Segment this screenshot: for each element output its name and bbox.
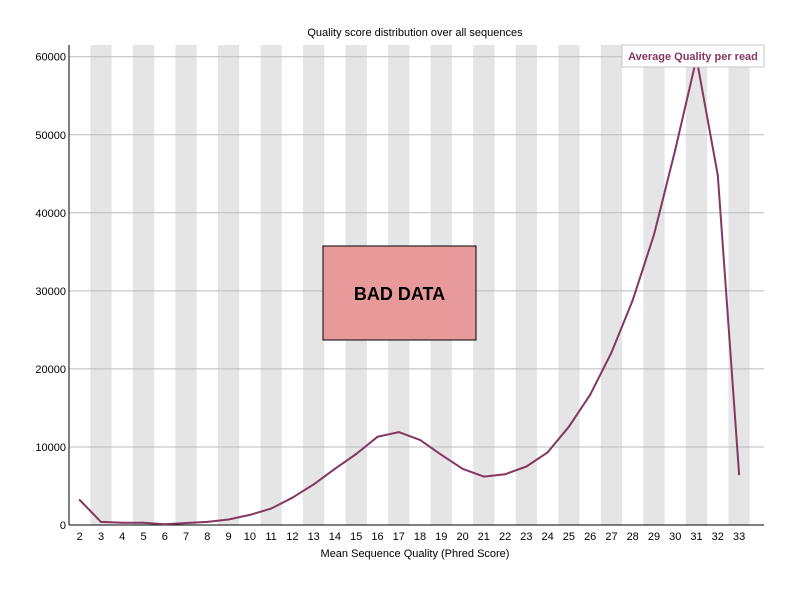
x-tick-label: 29 [648, 531, 660, 543]
data-point [482, 475, 485, 478]
series-line-average-quality [78, 57, 741, 526]
x-tick-label: 13 [308, 531, 320, 543]
x-tick-label: 16 [371, 531, 383, 543]
stripe-band [643, 45, 665, 525]
x-tick-label: 28 [627, 531, 639, 543]
data-point [674, 148, 677, 151]
data-point [461, 467, 464, 470]
x-tick-label: 12 [286, 531, 298, 543]
bad-data-badge-box [322, 245, 477, 341]
x-tick-label: 20 [456, 531, 468, 543]
x-tick-label: 2 [77, 531, 83, 543]
x-tick-label: 15 [350, 531, 362, 543]
x-tick-label: 3 [98, 531, 104, 543]
x-axis-label: Mean Sequence Quality (Phred Score) [321, 548, 510, 560]
x-tick-label: 9 [226, 531, 232, 543]
x-tick-label: 30 [669, 531, 681, 543]
x-tick-label: 31 [690, 531, 702, 543]
x-tick-label: 18 [414, 531, 426, 543]
stripe-band [132, 45, 155, 525]
data-point [653, 233, 655, 236]
x-tick-label: 14 [329, 531, 341, 543]
x-tick-label: 23 [520, 531, 532, 543]
y-tick-label: 40000 [35, 208, 66, 220]
data-point [227, 518, 230, 521]
data-point [333, 467, 336, 470]
bad-data-badge: BAD DATA [322, 245, 477, 341]
data-point [419, 438, 421, 441]
legend-label: Average Quality per read [628, 51, 758, 63]
stripe-band [515, 45, 537, 525]
x-tick-label: 22 [499, 531, 511, 543]
x-tick-layer: 2 3 4 5 6 7 8 9 10 11 12 13 14 15 16 17 18 19 20 21 22 23 24 25… [77, 531, 746, 543]
x-tick-label: 25 [563, 531, 575, 543]
point-layer [78, 57, 741, 526]
y-tick-label: 30000 [35, 286, 66, 298]
stripe-band [600, 45, 623, 525]
data-point [121, 521, 124, 524]
x-tick-label: 24 [541, 531, 553, 543]
y-tick-label: 50000 [35, 130, 66, 142]
x-tick-label: 19 [435, 531, 447, 543]
stripe-band [558, 45, 580, 525]
x-tick-label: 5 [140, 531, 146, 543]
data-point [525, 465, 528, 468]
data-point [376, 435, 379, 438]
chart-title: Quality score distribution over all sequ… [307, 27, 523, 39]
data-point [397, 431, 400, 434]
y-tick-label: 20000 [35, 364, 66, 376]
stripe-band [90, 45, 112, 525]
data-point [355, 453, 358, 455]
stripe-band [473, 45, 495, 525]
stripe-band [175, 45, 197, 525]
stripe-band [728, 45, 750, 525]
data-point [142, 521, 145, 524]
legend-box [621, 44, 765, 68]
data-point [546, 451, 549, 454]
x-tick-label: 7 [183, 531, 189, 543]
legend: Average Quality per read [621, 44, 765, 68]
x-tick-label: 8 [204, 531, 210, 543]
data-point [163, 523, 166, 526]
data-point [248, 513, 251, 516]
x-tick-label: 4 [119, 531, 125, 543]
y-tick-layer: 0 10000 20000 30000 40000 50000 60000 [35, 52, 66, 532]
x-tick-label: 21 [478, 531, 490, 543]
data-point [440, 453, 443, 456]
stripe-band [260, 45, 282, 525]
data-point [589, 393, 592, 396]
stripe-band [217, 45, 240, 525]
y-tick-label: 0 [60, 520, 66, 532]
x-tick-label: 33 [733, 531, 745, 543]
data-point [567, 425, 570, 428]
x-tick-label: 10 [244, 531, 256, 543]
data-point [312, 483, 315, 486]
data-point [738, 473, 741, 476]
x-tick-label: 32 [712, 531, 724, 543]
data-point [291, 496, 294, 499]
data-point [206, 520, 209, 523]
data-point [78, 499, 81, 501]
x-tick-label: 27 [605, 531, 617, 543]
data-point [610, 351, 613, 354]
data-point [631, 299, 634, 302]
data-point [270, 507, 273, 510]
x-tick-label: 6 [162, 531, 168, 543]
data-point [716, 174, 719, 177]
y-tick-label: 60000 [35, 52, 66, 64]
bad-data-badge-text: BAD DATA [354, 284, 445, 304]
stripe-band [303, 45, 325, 525]
stripe-band [685, 45, 708, 525]
data-point [185, 522, 188, 524]
data-point [504, 473, 507, 476]
x-tick-label: 26 [584, 531, 596, 543]
data-point [100, 520, 102, 523]
x-tick-label: 17 [393, 531, 405, 543]
x-tick-label: 11 [265, 531, 276, 543]
y-tick-label: 10000 [35, 442, 66, 454]
